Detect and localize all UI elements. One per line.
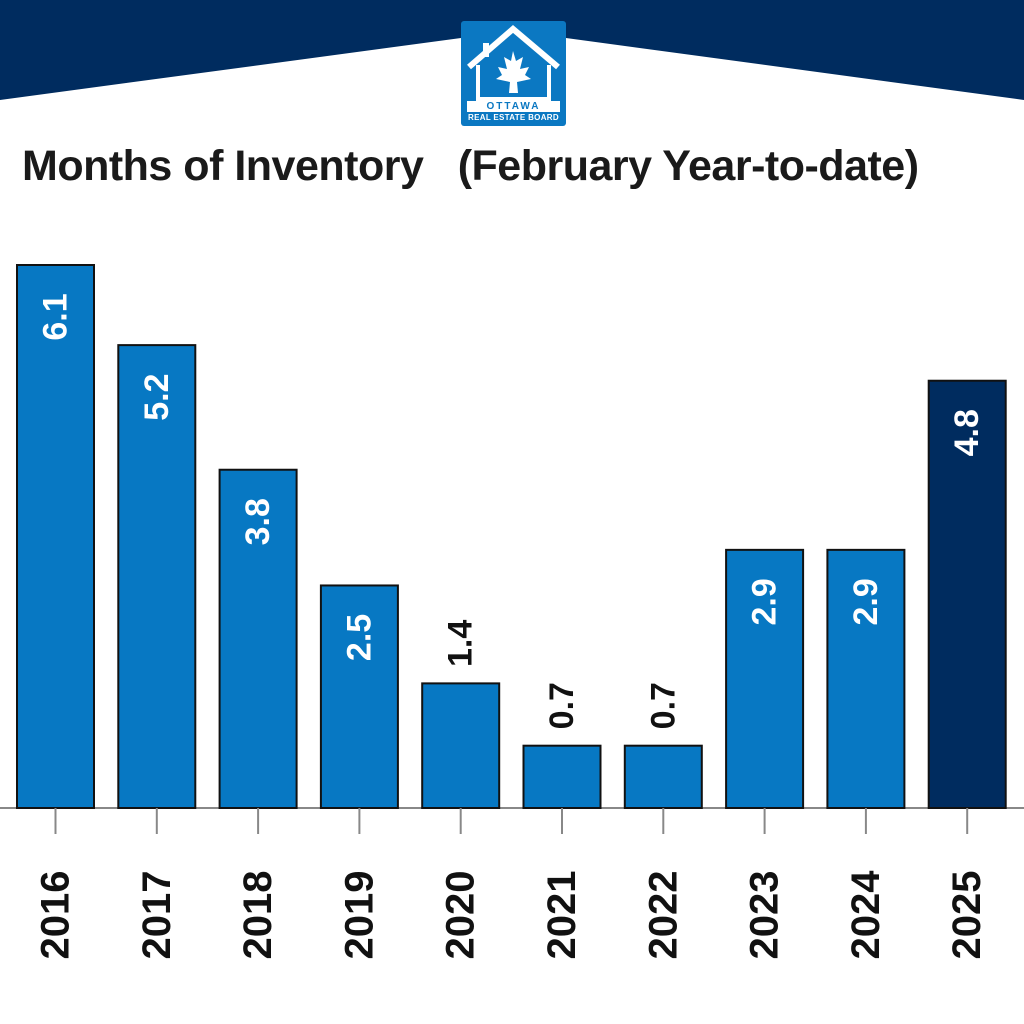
bar-2024	[826, 548, 906, 810]
data-label-2020: 1.4	[442, 620, 480, 667]
bar-2019	[319, 584, 399, 810]
bar-2025	[927, 379, 1007, 809]
logo-wordmark: OTTAWA	[486, 101, 541, 112]
x-tick-label-2019: 2019	[337, 871, 381, 960]
data-label-2023: 2.9	[746, 578, 784, 625]
data-label-2024: 2.9	[847, 578, 885, 625]
data-label-2016: 6.1	[37, 293, 75, 340]
x-tick-label-2025: 2025	[945, 871, 989, 960]
data-label-2019: 2.5	[340, 614, 378, 661]
x-tick-label-2017: 2017	[135, 871, 179, 960]
bar-2023	[725, 548, 805, 810]
bar-2016	[16, 264, 95, 809]
chart-title: Months of Inventory (February Year-to-da…	[22, 142, 919, 190]
x-tick-label-2022: 2022	[641, 871, 685, 960]
x-tick-label-2024: 2024	[844, 870, 888, 960]
data-label-2022: 0.7	[644, 682, 682, 729]
x-tick-label-2018: 2018	[236, 871, 280, 960]
data-label-2021: 0.7	[543, 682, 581, 729]
house-maple-leaf-icon	[467, 25, 560, 112]
bar-2022	[623, 744, 703, 810]
ottawa-real-estate-board-logo: OTTAWA REAL ESTATE BOARD	[461, 21, 566, 126]
bar-2017	[117, 344, 197, 809]
x-tick-label-2016: 2016	[34, 871, 78, 960]
bar-2021	[522, 744, 602, 810]
bar-2020	[421, 682, 501, 810]
x-tick-label-2021: 2021	[540, 871, 584, 960]
x-tick-label-2020: 2020	[439, 871, 483, 960]
data-label-2017: 5.2	[138, 373, 176, 420]
data-label-2025: 4.8	[948, 409, 986, 456]
data-label-2018: 3.8	[239, 498, 277, 545]
bar-2018	[218, 468, 298, 809]
logo-subtitle: REAL ESTATE BOARD	[468, 113, 559, 122]
header-band	[0, 0, 1024, 100]
x-tick-label-2023: 2023	[743, 871, 787, 960]
